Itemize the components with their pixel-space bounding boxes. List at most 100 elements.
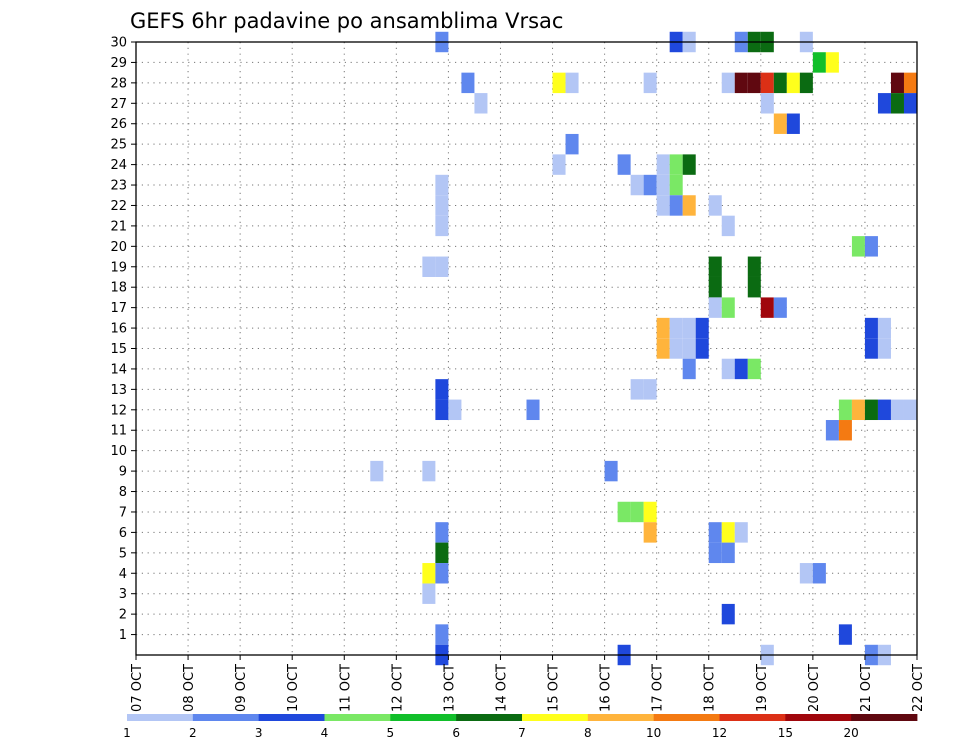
colorbar-segment (192, 714, 260, 721)
y-tick-label: 4 (119, 567, 127, 582)
colorbar-segment (258, 714, 325, 721)
y-tick-label: 20 (110, 240, 127, 255)
precip-cell (617, 154, 631, 175)
precip-cell (656, 174, 670, 196)
precip-cell (877, 399, 891, 421)
precip-cell (734, 72, 748, 94)
y-tick-label: 10 (110, 444, 127, 459)
precip-cell (734, 522, 748, 543)
precip-cell (422, 460, 436, 482)
precip-cell (812, 52, 826, 73)
y-tick-label: 3 (119, 587, 127, 602)
precip-cell (890, 93, 904, 114)
precip-cell (734, 358, 748, 380)
y-tick-label: 16 (110, 322, 127, 337)
precip-cell (435, 542, 449, 564)
precip-cell (552, 72, 566, 94)
colorbar-label: 4 (321, 726, 329, 740)
precip-cell (708, 256, 722, 277)
precip-cell (630, 501, 644, 523)
precip-cell (864, 399, 878, 421)
colorbar-segment (785, 714, 852, 721)
x-tick-label: 13 OCT (442, 664, 457, 712)
y-tick-label: 25 (110, 138, 127, 153)
precip-cell (877, 93, 891, 114)
precip-cell (890, 399, 904, 421)
y-tick-label: 27 (110, 97, 127, 112)
precip-cell (435, 379, 449, 400)
colorbar-label: 12 (712, 726, 727, 740)
colorbar-segment (587, 714, 655, 721)
precip-cell (825, 420, 839, 441)
precip-cell (630, 379, 644, 400)
precip-cell (708, 195, 722, 216)
precip-cell (721, 215, 735, 237)
precip-cell (838, 420, 852, 441)
y-tick-label: 5 (119, 546, 127, 561)
precip-cell (448, 399, 462, 421)
precip-cell (773, 297, 787, 318)
y-tick-label: 9 (119, 465, 127, 480)
colorbar-label: 1 (123, 726, 131, 740)
precip-cell (799, 72, 813, 94)
precip-cell (435, 399, 449, 421)
precip-cells (370, 31, 917, 666)
precip-cell (435, 174, 449, 196)
precip-cell (721, 522, 735, 543)
y-tick-label: 11 (110, 424, 127, 439)
precip-cell (812, 563, 826, 584)
precip-cell (643, 72, 657, 94)
y-tick-label: 28 (110, 76, 127, 91)
precip-cell (799, 563, 813, 584)
precip-cell (565, 72, 579, 94)
precip-cell (435, 195, 449, 216)
y-tick-label: 8 (119, 485, 127, 500)
precip-cell (721, 542, 735, 564)
precip-cell (890, 72, 904, 94)
colorbar-label: 20 (844, 726, 859, 740)
y-tick-label: 26 (110, 117, 127, 132)
colorbar-segment (719, 714, 786, 721)
precip-cell (461, 72, 475, 94)
precip-cell (617, 501, 631, 523)
x-tick-label: 21 OCT (859, 664, 874, 712)
precip-cell (721, 72, 735, 94)
y-tick-label: 7 (119, 505, 127, 520)
precip-cell (760, 72, 774, 94)
y-tick-label: 13 (110, 383, 127, 398)
precip-cell (877, 317, 891, 339)
x-tick-label: 14 OCT (494, 664, 509, 712)
precip-cell (760, 93, 774, 114)
colorbar-label: 8 (584, 726, 592, 740)
precip-cell (656, 317, 670, 339)
precip-cell (656, 154, 670, 175)
precip-cell (422, 563, 436, 584)
precip-cell (851, 236, 865, 257)
precip-cell (435, 215, 449, 237)
precip-cell (721, 297, 735, 318)
precip-cell (747, 358, 761, 380)
precip-cell (422, 256, 436, 277)
colorbar-segment (324, 714, 391, 721)
precip-cell (864, 338, 878, 359)
precip-cell (474, 93, 488, 114)
precip-cell (747, 72, 761, 94)
y-tick-label: 17 (110, 301, 127, 316)
y-tick-label: 23 (110, 179, 127, 194)
colorbar-segment (390, 714, 457, 721)
precip-cell (903, 72, 917, 94)
precip-cell (682, 154, 696, 175)
precip-cell (565, 133, 579, 155)
y-tick-label: 29 (110, 56, 127, 71)
precip-cell (370, 460, 384, 482)
precip-cell (708, 522, 722, 543)
precip-cell (877, 338, 891, 359)
x-tick-label: 17 OCT (651, 664, 666, 712)
precip-cell (747, 276, 761, 298)
x-tick-label: 19 OCT (755, 664, 770, 712)
precip-cell (435, 522, 449, 543)
colorbar-segment (522, 714, 589, 721)
precip-cell (695, 338, 709, 359)
precip-cell (422, 583, 436, 604)
y-tick-label: 21 (110, 219, 127, 234)
